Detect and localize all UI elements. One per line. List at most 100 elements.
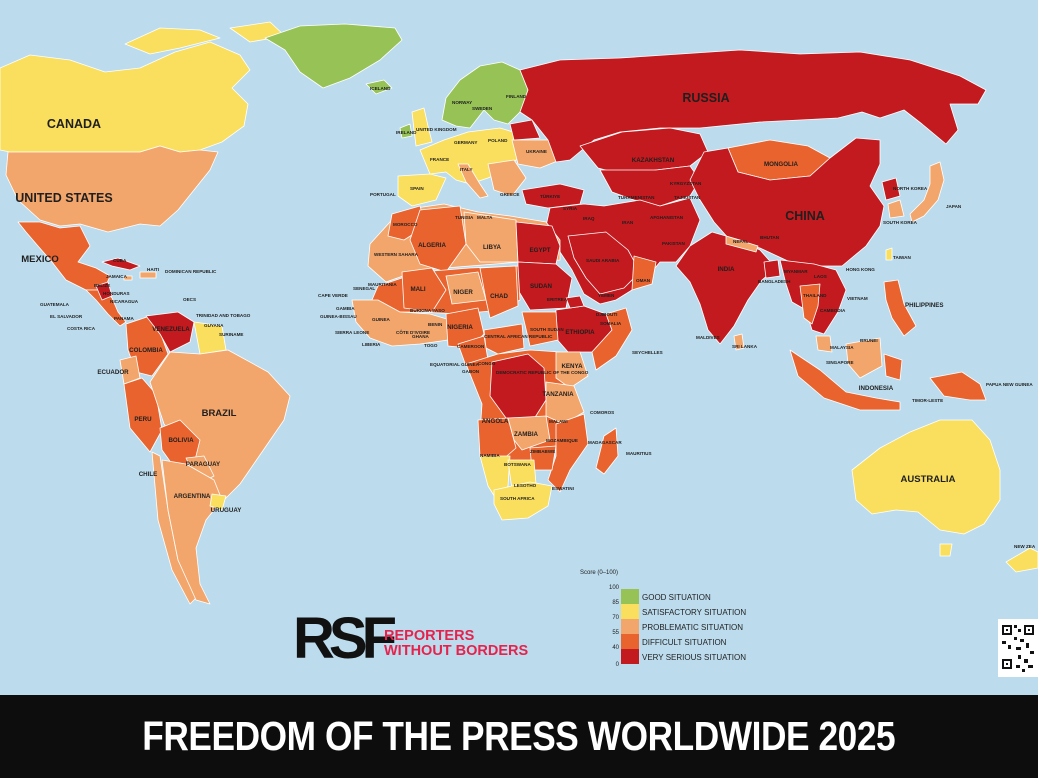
label-ecuador: ECUADOR — [97, 369, 129, 376]
label-vietnam: VIETNAM — [847, 296, 868, 301]
country-russia[interactable] — [519, 49, 987, 163]
country-cuba[interactable] — [101, 257, 141, 271]
country-united-states[interactable] — [5, 145, 219, 233]
label-indonesia: INDONESIA — [859, 385, 894, 392]
label-india: INDIA — [718, 266, 735, 273]
country-ecuador[interactable] — [119, 355, 141, 385]
country-sri-lanka[interactable] — [733, 333, 745, 351]
label-germany: GERMANY — [454, 140, 477, 145]
label-panama: PANAMA — [114, 316, 135, 321]
country-bangladesh[interactable] — [763, 259, 781, 279]
label-nicaragua: NICARAGUA — [110, 299, 139, 304]
label-cameroon: CAMEROON — [457, 344, 485, 349]
country-italy[interactable] — [457, 163, 489, 199]
label-guatemala: GUATEMALA — [40, 302, 70, 307]
country-japan[interactable] — [909, 161, 945, 223]
label-el-salvador: EL SALVADOR — [50, 314, 83, 319]
rsf-name-line-2: WITHOUT BORDERS — [384, 643, 529, 659]
country-malaysia-borneo — [815, 335, 883, 379]
label-angola: ANGOLA — [482, 418, 509, 425]
label-ghana: GHANA — [412, 334, 430, 339]
country-saudi-arabia[interactable] — [567, 231, 641, 295]
country-north-korea[interactable] — [881, 177, 901, 201]
legend-label-satisfactory: SATISFACTORY SITUATION — [642, 608, 747, 617]
label-south-korea: SOUTH KOREA — [883, 220, 918, 225]
country-mozambique[interactable] — [547, 413, 589, 493]
label-laos: LAOS — [814, 274, 827, 279]
country-taiwan[interactable] — [885, 247, 893, 261]
country-madagascar[interactable] — [595, 427, 619, 475]
country-china[interactable] — [689, 137, 885, 267]
legend-swatch-problematic — [621, 619, 639, 634]
label-south-sudan: SOUTH SUDAN — [530, 327, 564, 332]
country-nicaragua[interactable] — [95, 281, 113, 301]
country-south-africa[interactable] — [493, 481, 553, 521]
label-gambia: GAMBIA — [336, 306, 355, 311]
country-eritrea[interactable] — [565, 295, 585, 309]
label-liberia: LIBERIA — [362, 342, 381, 347]
label-egypt: EGYPT — [530, 247, 551, 254]
legend-tick: 55 — [612, 630, 619, 636]
legend-tick: 85 — [612, 600, 619, 606]
label-bangladesh: BANGLADESH — [758, 279, 791, 284]
country-papua-new-guinea[interactable] — [929, 371, 987, 401]
label-thailand: THAILAND — [803, 293, 827, 298]
country-kenya[interactable] — [555, 351, 589, 389]
label-mozambique: MOZAMBIQUE — [546, 438, 578, 443]
label-taiwan: TAIWAN — [893, 255, 911, 260]
label-myanmar: MYANMAR — [784, 269, 808, 274]
label-tajikistan: TAJIKISTAN — [674, 195, 701, 200]
rsf-logo: RSF REPORTERS WITHOUT BORDERS — [293, 607, 533, 671]
country-mali[interactable] — [401, 267, 447, 313]
country-libya[interactable] — [463, 211, 519, 263]
country-chad[interactable] — [479, 265, 519, 319]
label-guyana: GUYANA — [204, 323, 224, 328]
legend-swatch-difficult — [621, 634, 639, 649]
country-egypt[interactable] — [515, 221, 561, 265]
country-venezuela[interactable] — [145, 311, 195, 353]
country-thailand[interactable] — [799, 283, 821, 325]
label-kenya: KENYA — [561, 363, 583, 370]
label-argentina: ARGENTINA — [174, 493, 211, 500]
country-turkiye[interactable] — [521, 183, 585, 209]
label-uruguay: URUGUAY — [211, 507, 243, 514]
country-south-korea[interactable] — [887, 199, 905, 219]
balkans — [487, 159, 527, 197]
rsf-organization-name: REPORTERS WITHOUT BORDERS — [384, 629, 534, 659]
country-oman[interactable] — [631, 255, 657, 291]
qr-code[interactable] — [998, 619, 1038, 677]
legend-tick: 0 — [615, 662, 619, 668]
label-mauritius: MAURITIUS — [626, 451, 652, 456]
country-drc[interactable] — [489, 353, 547, 423]
country-new-zealand[interactable] — [1005, 547, 1038, 573]
country-ukraine[interactable] — [511, 139, 561, 169]
label-italy: ITALY — [460, 167, 473, 172]
label-paraguay: PARAGUAY — [186, 461, 221, 468]
label-djibouti: DJIBOUTI — [596, 312, 617, 317]
label-mali: MALI — [410, 286, 425, 293]
label-eritrea: ERITREA — [547, 297, 568, 302]
label-honduras: HONDURAS — [103, 291, 130, 296]
country-argentina[interactable] — [161, 459, 223, 605]
label-dominican-republic: DOMINICAN REPUBLIC — [165, 269, 217, 274]
country-mexico[interactable] — [17, 221, 111, 291]
label-canada: CANADA — [47, 117, 101, 131]
legend-tick: 70 — [612, 615, 619, 621]
label-iran: IRAN — [622, 220, 634, 225]
country-angola[interactable] — [477, 417, 517, 463]
label-somalia: SOMALIA — [600, 321, 622, 326]
country-somalia[interactable] — [591, 307, 633, 371]
country-uruguay[interactable] — [209, 493, 227, 511]
country-australia[interactable] — [851, 419, 1001, 535]
country-philippines[interactable] — [883, 279, 917, 337]
country-united-kingdom[interactable] — [411, 107, 433, 147]
country-iceland[interactable] — [365, 79, 393, 95]
country-indonesia[interactable] — [789, 349, 903, 411]
country-ireland[interactable] — [399, 123, 413, 139]
country-zambia[interactable] — [507, 415, 551, 451]
label-turkiye: TÜRKIYE — [540, 193, 560, 199]
label-guinea: GUINEA — [372, 317, 391, 322]
country-south-sudan[interactable] — [521, 311, 559, 347]
label-mexico: MEXICO — [21, 254, 58, 265]
label-philippines: PHILIPPINES — [905, 302, 944, 309]
